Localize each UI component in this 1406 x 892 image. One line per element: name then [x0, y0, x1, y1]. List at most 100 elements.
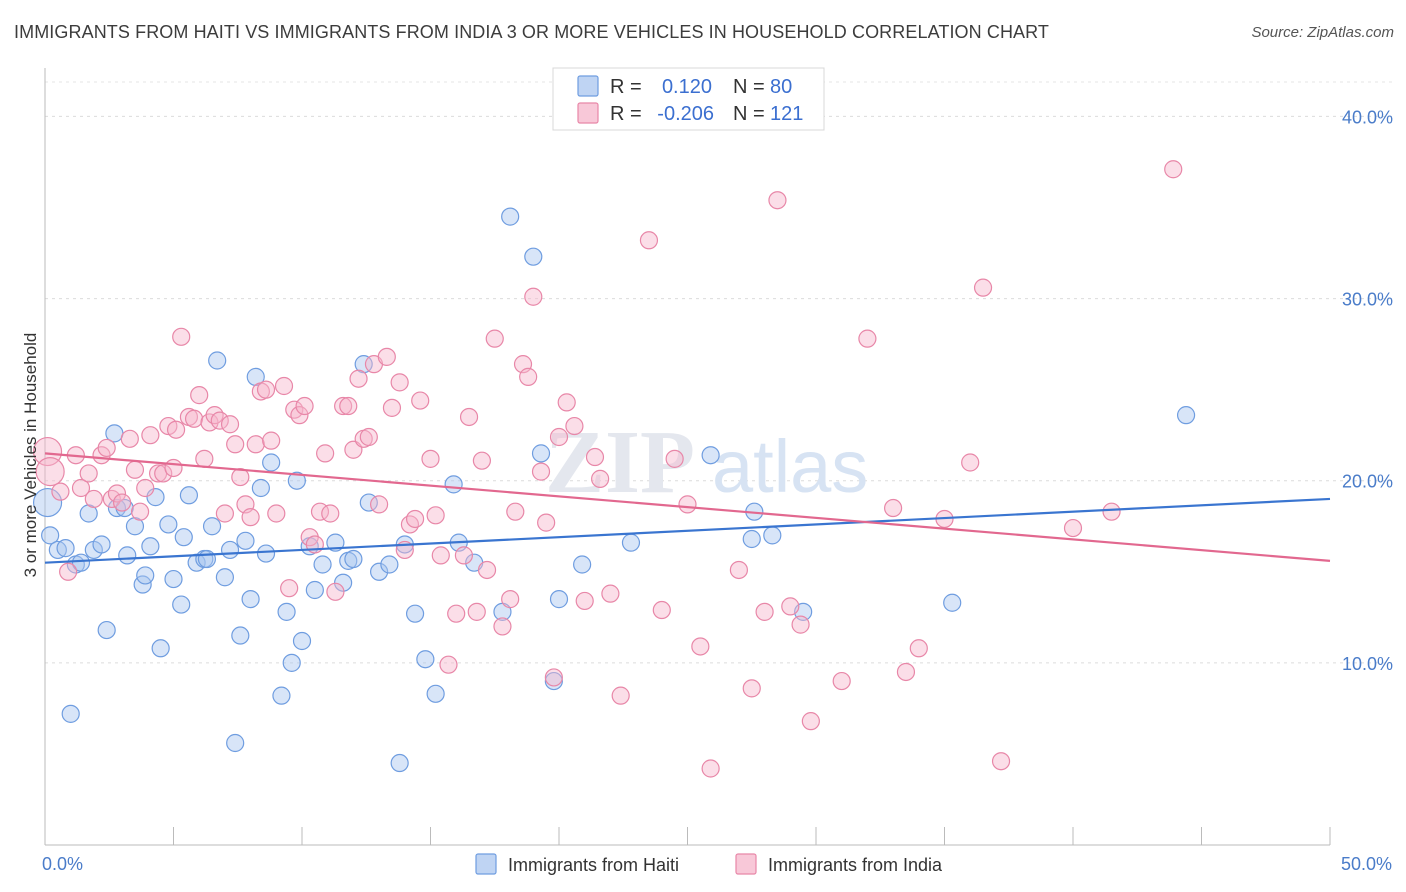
legend-n-value-haiti: 80 [770, 76, 792, 98]
scatter-point-india [71, 478, 91, 498]
scatter-point-haiti [334, 573, 353, 592]
correlation-legend: R = 0.120 N = 80 R = -0.206 N = 121 [552, 67, 825, 131]
scatter-point-haiti [151, 639, 170, 658]
grid-layer [45, 81, 1392, 664]
scatter-point-india [1063, 518, 1083, 538]
scatter-point-haiti [41, 526, 60, 545]
scatter-point-haiti [742, 529, 761, 549]
legend-r-label-haiti: R = [610, 76, 642, 98]
scatter-point-india [961, 453, 980, 472]
scatter-point-haiti [92, 535, 111, 554]
scatter-point-india [501, 590, 520, 609]
scatter-point-india [537, 513, 556, 532]
legend-r-value-haiti: 0.120 [662, 76, 712, 98]
watermark: ZIP atlas [545, 413, 868, 512]
scatter-point-haiti [174, 528, 193, 547]
scatter-point-haiti [380, 555, 399, 574]
scatter-point-india [97, 438, 116, 458]
scatter-point-india [102, 489, 121, 509]
scatter-point-india [326, 582, 345, 601]
scatter-point-haiti [282, 653, 301, 672]
scatter-point-haiti [164, 569, 183, 589]
scatter-point-haiti [146, 488, 165, 507]
scatter-point-haiti [226, 733, 245, 753]
scatter-point-india [190, 386, 209, 405]
series-legend: Immigrants from Haiti Immigrants from In… [475, 853, 943, 875]
scatter-point-haiti [701, 446, 720, 465]
scatter-point-india [447, 604, 466, 623]
scatter-point-india [431, 546, 450, 565]
chart-source: Source: ZipAtlas.com [1251, 24, 1394, 41]
scatter-point-india [184, 409, 204, 428]
scatter-point-india [84, 489, 103, 509]
scatter-point-india [729, 560, 749, 580]
scatter-point-india [755, 602, 774, 621]
scatter-point-india [241, 508, 260, 527]
scatter-point-haiti [118, 546, 137, 565]
scatter-point-india [544, 668, 563, 687]
scatter-point-india [454, 546, 474, 565]
scatter-point-india [59, 562, 78, 581]
scatter-point-india [575, 591, 594, 611]
series-legend-swatch-india [735, 853, 757, 875]
scatter-point-india [531, 462, 551, 481]
scatter-point-haiti [262, 453, 281, 472]
legend-n-value-india: 121 [770, 103, 803, 125]
scatter-point-haiti [251, 478, 270, 498]
scatter-point-haiti [573, 555, 592, 574]
scatter-point-haiti [621, 533, 641, 552]
scatter-point-india [485, 329, 504, 348]
trend-layer [44, 452, 1331, 564]
scatter-point-india [400, 515, 420, 534]
scatter-point-haiti [241, 590, 260, 609]
scatter-point-haiti [405, 604, 425, 623]
scatter-point-india [390, 373, 409, 392]
legend-swatch-haiti [577, 75, 599, 97]
scatter-point-india [112, 493, 132, 512]
scatter-point-haiti [172, 595, 191, 614]
scatter-point-india [154, 464, 173, 483]
scatter-point-india [691, 637, 710, 656]
scatter-point-india [290, 406, 309, 425]
scatter-point-india [107, 484, 127, 503]
y-tick-label: 20.0% [1342, 472, 1393, 492]
scatter-point-haiti [549, 590, 569, 609]
scatter-point-india [439, 655, 458, 674]
scatter-point-haiti [107, 498, 127, 518]
scatter-point-india [991, 752, 1011, 771]
scatter-point-india [549, 427, 569, 447]
scatter-point-haiti [272, 686, 291, 705]
scatter-point-haiti [287, 471, 306, 490]
scatter-point-haiti [344, 549, 363, 569]
scatter-point-india [426, 506, 445, 525]
scatter-point-india [405, 509, 425, 529]
scatter-point-india [316, 444, 335, 463]
scatter-point-haiti [208, 351, 227, 370]
scatter-point-india [524, 287, 543, 306]
scatter-point-india [591, 469, 610, 488]
scatter-point-haiti [61, 704, 80, 723]
scatter-point-haiti [305, 580, 324, 600]
scatter-point-india [136, 478, 155, 498]
legend-n-label-haiti: N = [733, 76, 765, 98]
scatter-point-india [231, 467, 250, 487]
scatter-point-india [1164, 160, 1183, 179]
scatter-point-india [280, 579, 299, 598]
scatter-point-india [519, 367, 538, 386]
scatter-point-india [665, 449, 684, 468]
scatter-point-india [246, 435, 265, 454]
scatter-point-haiti [71, 553, 91, 572]
scatter-point-haiti [236, 531, 255, 550]
scatter-point-haiti [313, 555, 332, 574]
scatter-point-haiti [390, 753, 409, 773]
scatter-point-haiti [326, 533, 345, 552]
y-axis-label: 3 or more Vehicles in Household [21, 333, 40, 578]
series-legend-swatch-haiti [475, 853, 497, 875]
x-tick-label: 0.0% [42, 854, 83, 874]
scatter-point-haiti [32, 487, 63, 518]
watermark-atlas: atlas [712, 425, 868, 508]
scatter-point-haiti [370, 562, 389, 581]
scatter-point-india [274, 376, 294, 396]
x-tick-label: 50.0% [1341, 854, 1392, 874]
scatter-point-india [477, 560, 497, 580]
